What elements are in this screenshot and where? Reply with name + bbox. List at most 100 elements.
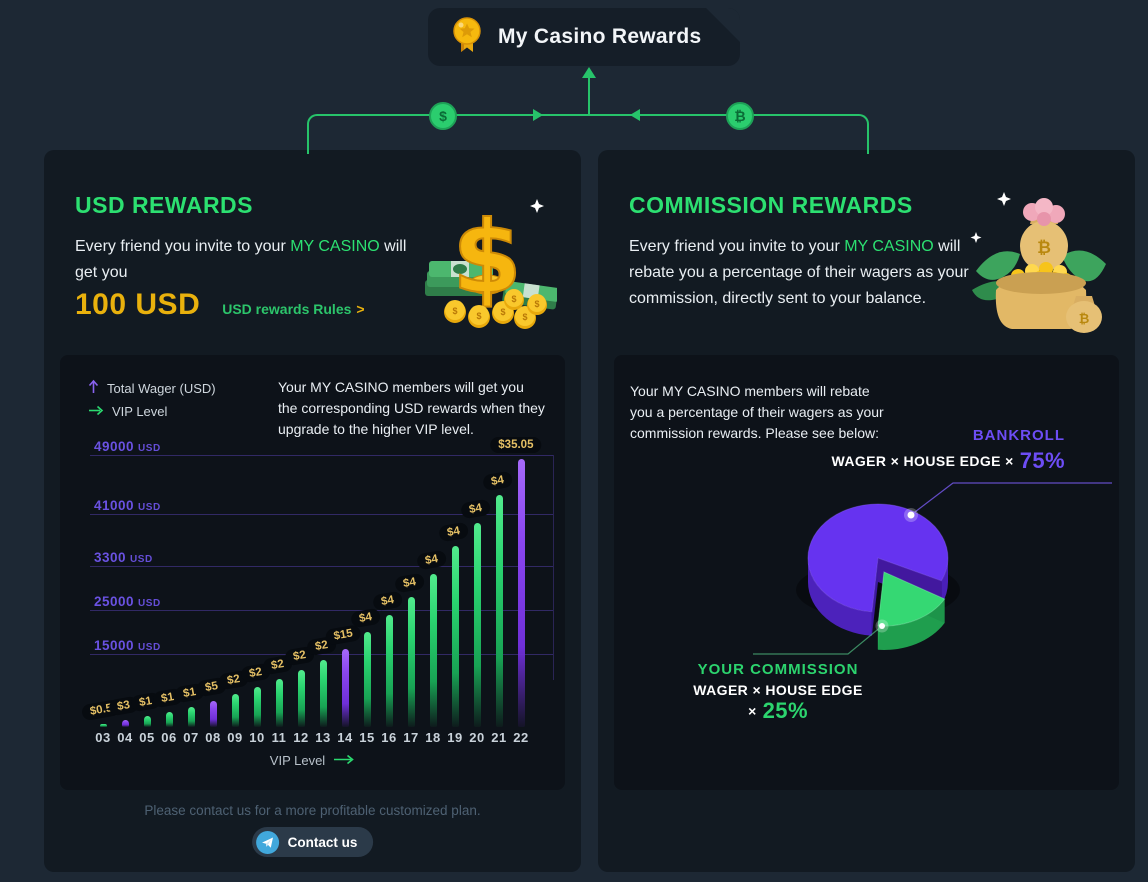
wager-bar	[297, 670, 305, 727]
y-axis-tick: 15000 USD	[94, 638, 169, 653]
grid-right-border	[553, 455, 554, 680]
x-axis-tick: 20	[469, 730, 485, 745]
x-axis-tick: 19	[447, 730, 463, 745]
svg-text:$: $	[452, 199, 522, 316]
usd-chart-box: Total Wager (USD) VIP Level Your MY CASIN…	[60, 355, 565, 790]
legend-label: Total Wager (USD)	[107, 380, 216, 396]
wager-bar	[231, 694, 239, 727]
dollar-icon: $	[429, 102, 457, 130]
x-axis-tick: 17	[403, 730, 419, 745]
formula-text: WAGER × HOUSE EDGE ×	[693, 682, 863, 719]
x-axis-tick: 14	[337, 730, 353, 745]
wager-bar	[165, 712, 173, 727]
bankroll-percentage: 75%	[1019, 448, 1065, 473]
wager-bar	[143, 716, 151, 727]
x-axis-tick: 16	[381, 730, 397, 745]
reward-value-label: $35.05	[490, 437, 542, 453]
svg-text:$: $	[452, 306, 457, 316]
wager-bar	[121, 720, 129, 727]
y-tick-unit: USD	[138, 642, 161, 653]
usd-rewards-description: Every friend you invite to your MY CASIN…	[75, 234, 423, 286]
y-axis-tick: 3300 USD	[94, 550, 161, 565]
sparkle-icon	[530, 199, 544, 213]
svg-text:$: $	[522, 312, 527, 322]
brand-name: MY CASINO	[290, 238, 380, 255]
commission-pie-chart	[753, 482, 1112, 655]
connector-frame-line	[307, 114, 869, 154]
x-axis-tick: 22	[513, 730, 529, 745]
y-tick-unit: USD	[138, 502, 161, 513]
bankroll-formula: WAGER × HOUSE EDGE × 75%	[832, 448, 1066, 474]
arrow-up-icon	[582, 67, 596, 78]
y-axis-tick: 41000 USD	[94, 498, 169, 513]
wager-bar	[275, 679, 283, 727]
telegram-icon	[255, 830, 279, 854]
connector-stem-line	[588, 78, 590, 116]
svg-text:$: $	[511, 294, 516, 304]
formula-text: WAGER × HOUSE EDGE ×	[831, 453, 1014, 469]
usd-amount-row: 100 USD USD rewards Rules >	[75, 288, 365, 322]
page-title: My Casino Rewards	[498, 25, 702, 48]
svg-text:₿: ₿	[1037, 238, 1051, 258]
usd-bar-plot: 49000 USD 41000 USD 3300 USD 25000 USD 15000 USD $…	[60, 355, 565, 790]
grid-line	[90, 455, 553, 456]
wager-bar	[407, 597, 415, 727]
x-axis-tick: 06	[161, 730, 177, 745]
reward-value-label: $4	[371, 590, 404, 612]
x-axis-tick: 10	[249, 730, 265, 745]
reward-value-label: $4	[437, 521, 470, 543]
wager-bar	[253, 687, 261, 727]
desc-text: Every friend you invite to your	[75, 238, 291, 255]
y-axis-tick: 49000 USD	[94, 439, 169, 454]
grid-line	[90, 514, 553, 515]
y-tick-value: 25000	[94, 594, 135, 609]
commission-rewards-title: COMMISSION REWARDS	[629, 192, 913, 218]
x-axis-tick: 09	[227, 730, 243, 745]
legend-label: VIP Level	[112, 404, 168, 419]
svg-text:₿: ₿	[1079, 312, 1090, 327]
desc-text: will rebate you a percentage of their wa…	[629, 238, 969, 307]
x-axis-tick: 18	[425, 730, 441, 745]
grid-line	[90, 610, 553, 611]
contact-us-button[interactable]: Contact us	[251, 827, 374, 857]
wager-bar	[473, 523, 481, 727]
usd-rewards-title: USD REWARDS	[75, 192, 254, 218]
reward-value-label: $4	[415, 549, 448, 571]
y-tick-value: 41000	[94, 498, 135, 513]
bankroll-callout: BANKROLL WAGER × HOUSE EDGE × 75%	[832, 427, 1066, 474]
bitcoin-icon: ₿	[726, 102, 754, 130]
wager-bar	[451, 546, 459, 727]
y-tick-unit: USD	[130, 554, 153, 565]
y-tick-value: 3300	[94, 550, 127, 565]
chevron-right-icon: >	[356, 301, 365, 317]
commission-percentage: 25%	[762, 698, 808, 723]
y-tick-value: 15000	[94, 638, 135, 653]
money-bags-illustration: ₿ ₿	[966, 176, 1111, 341]
wager-bar	[385, 615, 393, 727]
x-axis-tick: 07	[183, 730, 199, 745]
svg-text:$: $	[500, 307, 505, 317]
contact-us-label: Contact us	[287, 834, 358, 850]
desc-text: will get you	[75, 238, 407, 281]
sparkle-icon	[970, 232, 982, 243]
commission-chart-box: Your MY CASINO members will rebate you a…	[614, 355, 1119, 790]
x-axis-tick: 05	[139, 730, 155, 745]
contact-hint: Please contact us for a more profitable …	[144, 803, 481, 818]
commission-rewards-description: Every friend you invite to your MY CASIN…	[629, 234, 977, 312]
usd-rules-link[interactable]: USD rewards Rules >	[222, 301, 364, 317]
x-axis-tick: 03	[95, 730, 111, 745]
commission-chart-note: Your MY CASINO members will rebate you a…	[630, 383, 884, 441]
arrow-left-icon	[630, 109, 640, 121]
brand-name: MY CASINO	[844, 238, 934, 255]
chart-legend: Total Wager (USD) VIP Level	[88, 379, 216, 419]
wager-bar	[99, 724, 107, 727]
reward-value-label: $4	[459, 498, 492, 520]
usd-rewards-panel: USD REWARDS Every friend you invite to y…	[44, 150, 581, 872]
medal-icon	[450, 16, 484, 59]
legend-item: VIP Level	[88, 404, 216, 419]
arrow-right-icon	[533, 109, 543, 121]
grid-line	[90, 566, 553, 567]
svg-text:$: $	[534, 299, 539, 309]
svg-text:$: $	[476, 311, 481, 321]
